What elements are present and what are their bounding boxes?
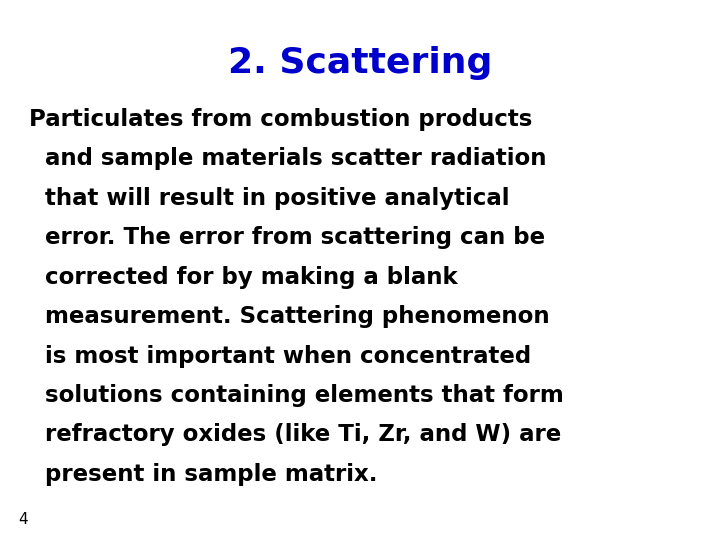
Text: refractory oxides (like Ti, Zr, and W) are: refractory oxides (like Ti, Zr, and W) a… xyxy=(29,423,561,447)
Text: measurement. Scattering phenomenon: measurement. Scattering phenomenon xyxy=(29,305,549,328)
Text: solutions containing elements that form: solutions containing elements that form xyxy=(29,384,564,407)
Text: that will result in positive analytical: that will result in positive analytical xyxy=(29,187,509,210)
Text: 4: 4 xyxy=(18,511,27,526)
Text: Particulates from combustion products: Particulates from combustion products xyxy=(29,108,532,131)
Text: 2. Scattering: 2. Scattering xyxy=(228,46,492,80)
Text: error. The error from scattering can be: error. The error from scattering can be xyxy=(29,226,545,249)
Text: corrected for by making a blank: corrected for by making a blank xyxy=(29,266,457,289)
Text: and sample materials scatter radiation: and sample materials scatter radiation xyxy=(29,147,546,171)
Text: present in sample matrix.: present in sample matrix. xyxy=(29,463,377,486)
Text: is most important when concentrated: is most important when concentrated xyxy=(29,345,531,368)
